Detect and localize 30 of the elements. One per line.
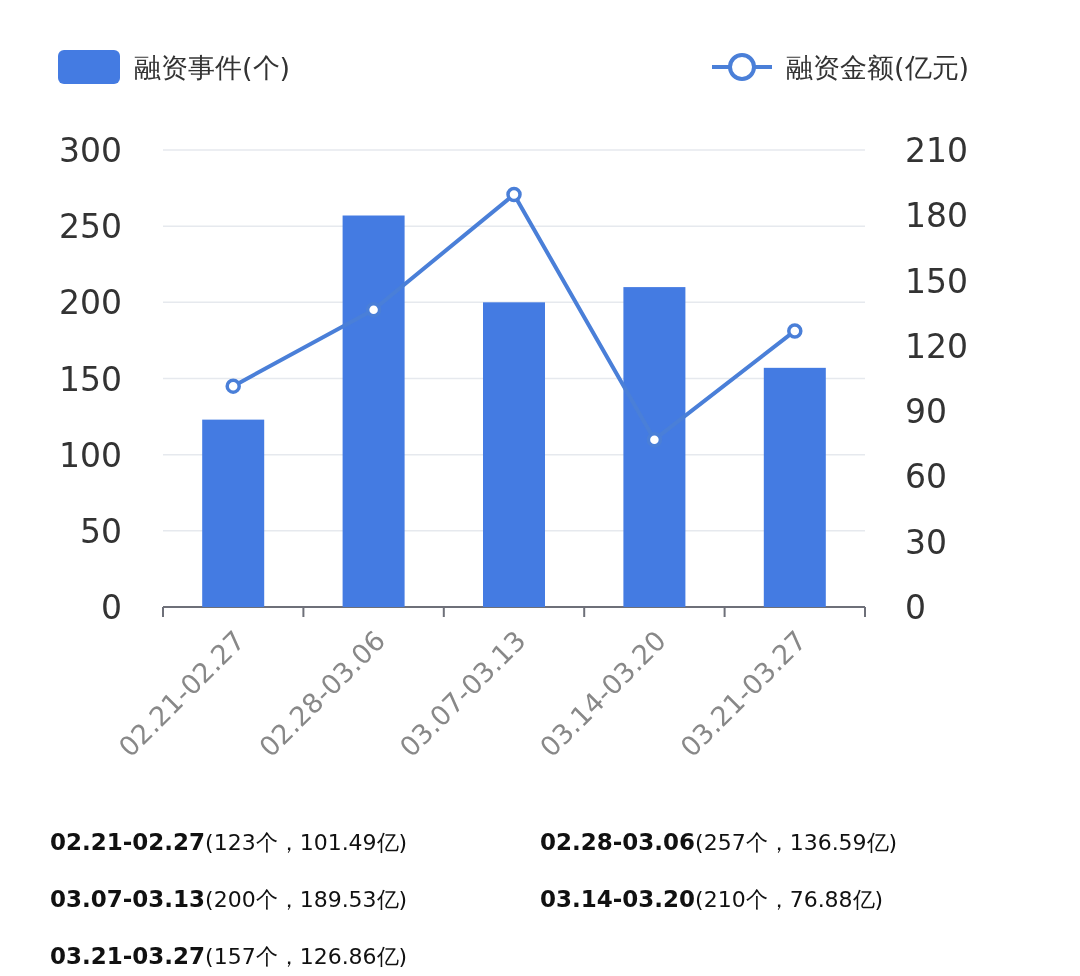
text: 02.21-02.27(123个，101.49亿) bbox=[50, 829, 408, 855]
text: 03.14-03.20(210个，76.88亿) bbox=[540, 886, 884, 912]
point bbox=[787, 323, 803, 339]
y-tick-label: 150 bbox=[59, 359, 122, 399]
y2-tick-label: 0 bbox=[905, 588, 926, 627]
y-tick-label: 0 bbox=[101, 588, 122, 627]
y-tick-label: 200 bbox=[59, 283, 122, 323]
y-tick-label: 250 bbox=[59, 207, 122, 247]
bar bbox=[763, 367, 826, 607]
legend-label: 融资金额(亿元) bbox=[786, 52, 970, 83]
y2-tick-label: 90 bbox=[905, 392, 947, 432]
y-tick-label: 100 bbox=[59, 435, 122, 475]
bar bbox=[202, 419, 265, 607]
y2-tick-label: 180 bbox=[905, 196, 968, 236]
y-tick-label: 50 bbox=[80, 511, 122, 551]
y-tick-label: 300 bbox=[59, 131, 122, 170]
text: 03.07-03.13(200个，189.53亿) bbox=[50, 886, 408, 912]
text: 03.21-03.27(157个，126.86亿) bbox=[50, 943, 408, 969]
point bbox=[225, 378, 241, 394]
legend-label: 融资事件(个) bbox=[134, 52, 291, 83]
point bbox=[506, 186, 522, 203]
y2-tick-label: 60 bbox=[905, 457, 947, 497]
y2-tick-label: 30 bbox=[905, 522, 947, 562]
y2-tick-label: 120 bbox=[905, 326, 968, 366]
y2-tick-label: 210 bbox=[905, 131, 968, 170]
bar bbox=[483, 302, 545, 607]
y2-tick-label: 150 bbox=[905, 261, 968, 301]
point bbox=[646, 431, 663, 448]
point bbox=[365, 302, 382, 318]
text: 02.28-03.06(257个，136.59亿) bbox=[540, 829, 898, 855]
